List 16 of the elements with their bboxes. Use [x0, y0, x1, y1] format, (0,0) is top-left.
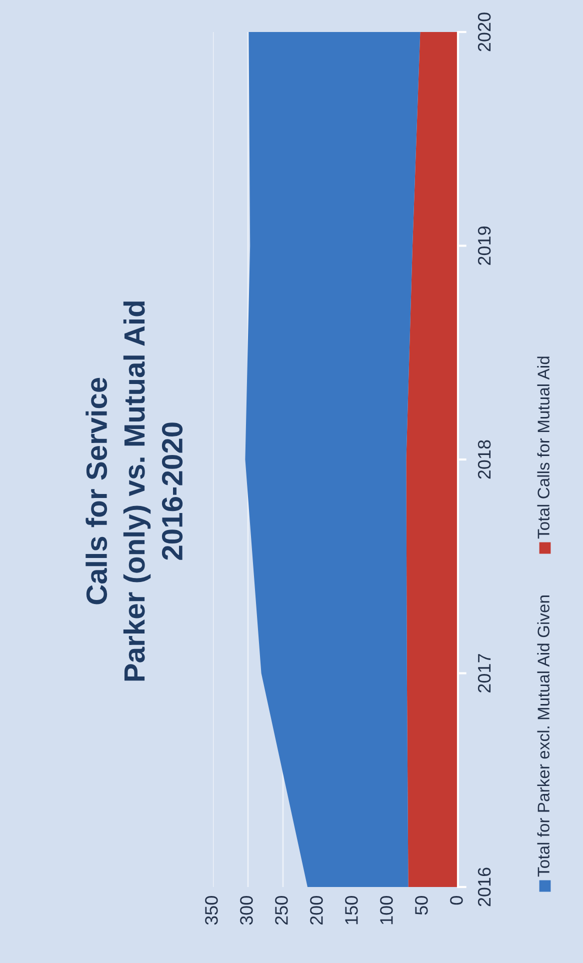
x-tick-label: 0	[450, 896, 463, 905]
x-tick-label: 150	[345, 896, 358, 924]
x-tick-label: 250	[275, 896, 288, 925]
text: Total for Parker excl. Mutual Aid Given	[537, 596, 550, 877]
y-tick-label: 2016	[478, 868, 491, 906]
text: Total Calls for Mutual Aid	[537, 356, 550, 539]
y-tick-label: 2020	[478, 12, 491, 52]
text: Calls for Service Parker (only) vs. Mutual Aid 2016-2020	[86, 302, 183, 681]
y-tick-label: 2019	[478, 226, 491, 265]
x-tick-label: 200	[310, 896, 323, 925]
x-tick-label: 50	[415, 896, 428, 915]
y-tick-label: 2018	[478, 440, 491, 479]
x-tick-label: 100	[380, 896, 393, 924]
x-tick-label: 300	[240, 896, 253, 925]
x-tick-label: 350	[205, 896, 218, 925]
y-tick-label: 2017	[478, 654, 491, 692]
